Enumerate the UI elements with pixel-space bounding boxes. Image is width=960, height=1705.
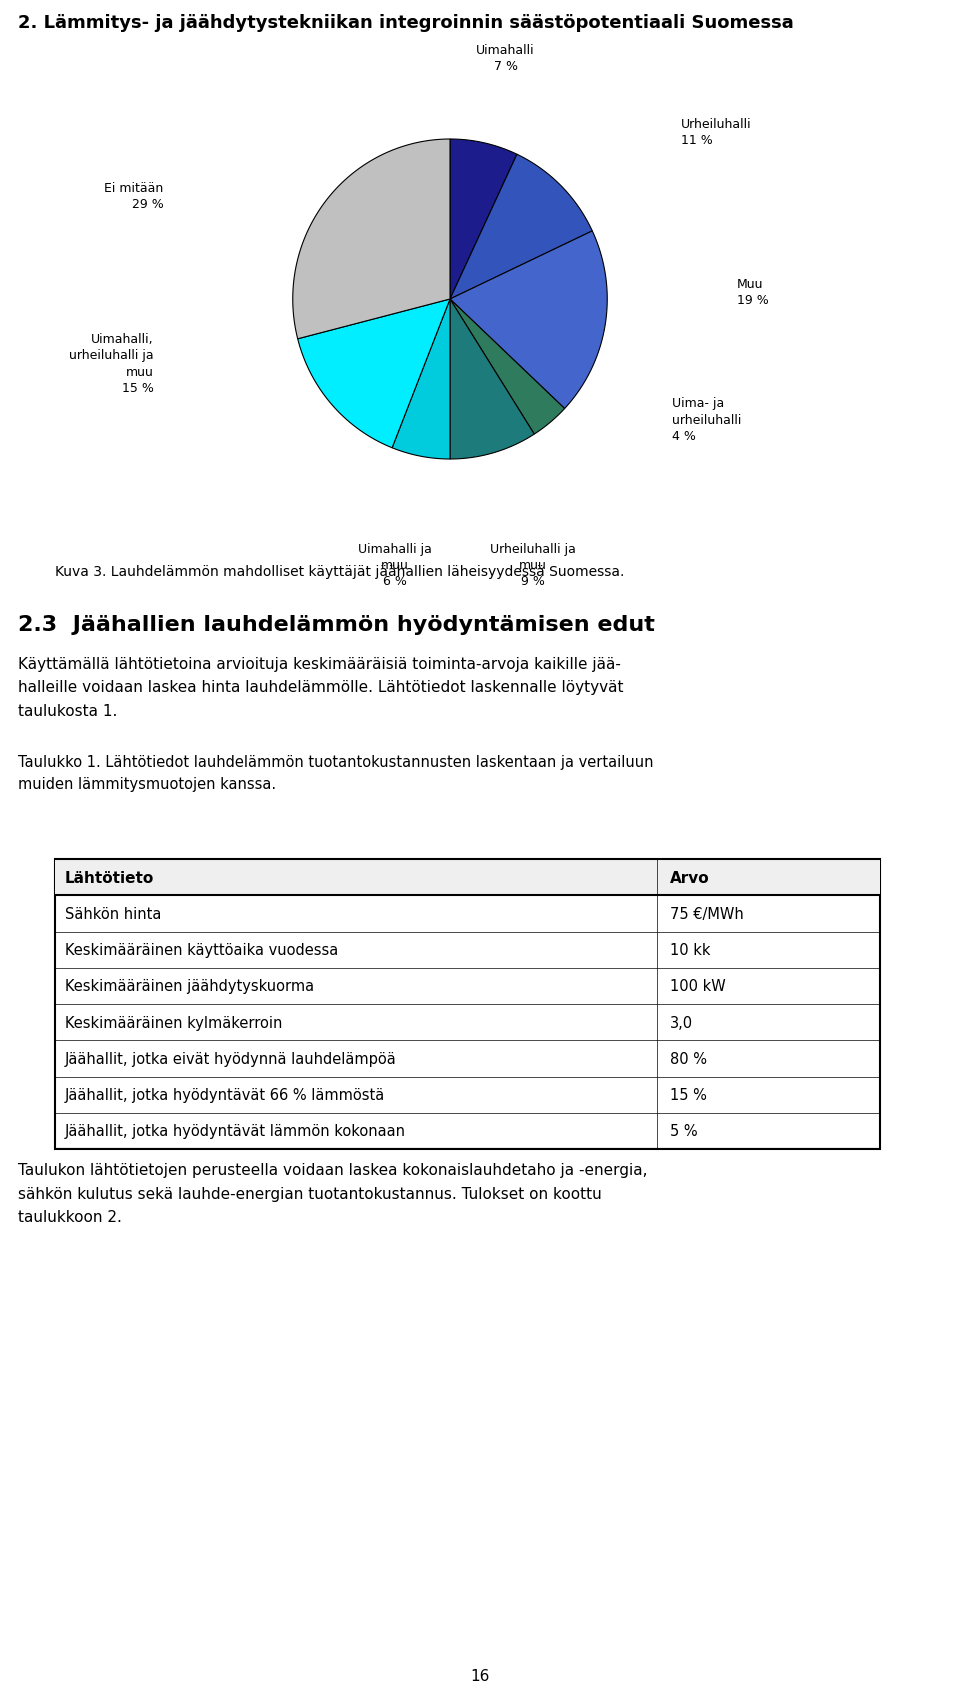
Text: Muu
19 %: Muu 19 % xyxy=(736,278,769,307)
Text: Jäähallit, jotka hyödyntävät 66 % lämmöstä: Jäähallit, jotka hyödyntävät 66 % lämmös… xyxy=(65,1088,385,1103)
Text: 80 %: 80 % xyxy=(670,1052,707,1066)
Text: Urheiluhalli ja
muu
9 %: Urheiluhalli ja muu 9 % xyxy=(491,542,576,588)
Text: 100 kW: 100 kW xyxy=(670,979,726,994)
Text: Uimahalli
7 %: Uimahalli 7 % xyxy=(476,44,535,73)
Polygon shape xyxy=(450,140,516,300)
Polygon shape xyxy=(293,140,450,339)
Text: 15 %: 15 % xyxy=(670,1088,707,1103)
Text: sähkön kulutus sekä lauhde-energian tuotantokustannus. Tulokset on koottu: sähkön kulutus sekä lauhde-energian tuot… xyxy=(18,1187,602,1200)
Text: Lähtötieto: Lähtötieto xyxy=(65,870,155,885)
Text: Keskimääräinen kylmäkerroin: Keskimääräinen kylmäkerroin xyxy=(65,1014,282,1030)
Text: 16: 16 xyxy=(470,1669,490,1683)
Polygon shape xyxy=(298,300,450,448)
Text: 3,0: 3,0 xyxy=(670,1014,693,1030)
Text: taulukosta 1.: taulukosta 1. xyxy=(18,702,117,718)
Polygon shape xyxy=(450,155,592,300)
Text: Uima- ja
urheiluhalli
4 %: Uima- ja urheiluhalli 4 % xyxy=(672,397,741,442)
Text: Ei mitään
29 %: Ei mitään 29 % xyxy=(104,181,163,210)
Text: Jäähallit, jotka eivät hyödynnä lauhdelämpöä: Jäähallit, jotka eivät hyödynnä lauhdelä… xyxy=(65,1052,396,1066)
Text: Jäähallit, jotka hyödyntävät lämmön kokonaan: Jäähallit, jotka hyödyntävät lämmön koko… xyxy=(65,1124,406,1139)
Text: taulukkoon 2.: taulukkoon 2. xyxy=(18,1209,122,1224)
Polygon shape xyxy=(392,300,450,460)
Text: Sähkön hinta: Sähkön hinta xyxy=(65,907,161,921)
Polygon shape xyxy=(450,232,608,409)
Text: Taulukko 1. Lähtötiedot lauhdelämmön tuotantokustannusten laskentaan ja vertailu: Taulukko 1. Lähtötiedot lauhdelämmön tuo… xyxy=(18,755,654,769)
Text: 2.3  Jäähallien lauhdelämmön hyödyntämisen edut: 2.3 Jäähallien lauhdelämmön hyödyntämise… xyxy=(18,614,655,634)
Text: 75 €/MWh: 75 €/MWh xyxy=(670,907,743,921)
Text: Urheiluhalli
11 %: Urheiluhalli 11 % xyxy=(682,118,752,147)
Text: halleille voidaan laskea hinta lauhdelämmölle. Lähtötiedot laskennalle löytyvät: halleille voidaan laskea hinta lauhdeläm… xyxy=(18,680,623,696)
Text: Uimahalli ja
muu
6 %: Uimahalli ja muu 6 % xyxy=(357,542,431,588)
Polygon shape xyxy=(450,300,535,460)
Text: Arvo: Arvo xyxy=(670,870,709,885)
Text: Käyttämällä lähtötietoina arvioituja keskimääräisiä toiminta-arvoja kaikille jää: Käyttämällä lähtötietoina arvioituja kes… xyxy=(18,656,621,672)
Polygon shape xyxy=(450,300,564,435)
Text: muiden lämmitysmuotojen kanssa.: muiden lämmitysmuotojen kanssa. xyxy=(18,777,276,793)
Text: 10 kk: 10 kk xyxy=(670,943,710,958)
Text: Uimahalli,
urheiluhalli ja
muu
15 %: Uimahalli, urheiluhalli ja muu 15 % xyxy=(69,332,154,394)
Text: Keskimääräinen käyttöaika vuodessa: Keskimääräinen käyttöaika vuodessa xyxy=(65,943,338,958)
Text: 2. Lämmitys- ja jäähdytystekniikan integroinnin säästöpotentiaali Suomessa: 2. Lämmitys- ja jäähdytystekniikan integ… xyxy=(18,14,794,32)
Text: 5 %: 5 % xyxy=(670,1124,697,1139)
Text: Kuva 3. Lauhdelämmön mahdolliset käyttäjät jäähallien läheisyydessä Suomessa.: Kuva 3. Lauhdelämmön mahdolliset käyttäj… xyxy=(55,564,624,580)
Bar xyxy=(55,859,880,895)
Text: Keskimääräinen jäähdytyskuorma: Keskimääräinen jäähdytyskuorma xyxy=(65,979,314,994)
Text: Taulukon lähtötietojen perusteella voidaan laskea kokonaislauhdetaho ja -energia: Taulukon lähtötietojen perusteella voida… xyxy=(18,1163,647,1178)
